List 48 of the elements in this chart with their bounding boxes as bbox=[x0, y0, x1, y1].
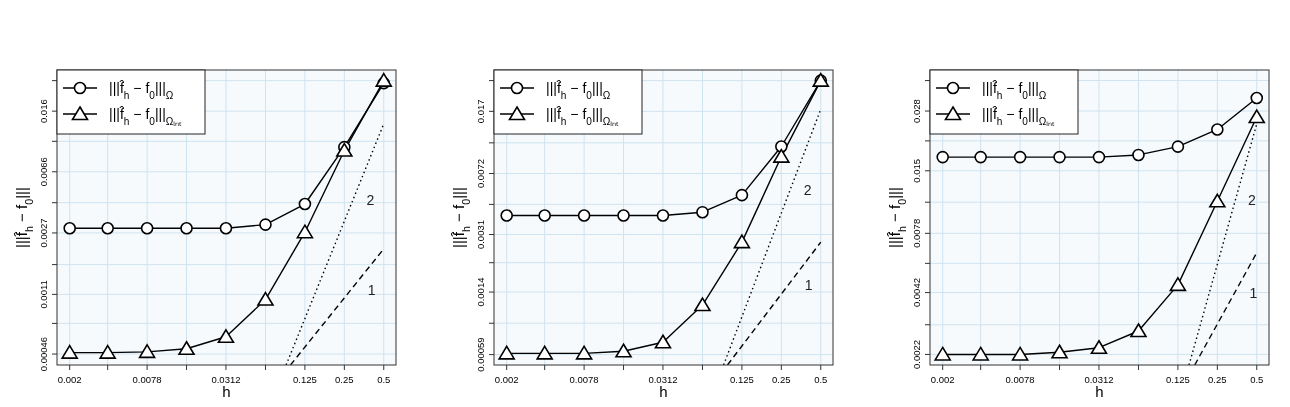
x-axis-title: h bbox=[1095, 383, 1104, 400]
x-tick-label: 0.25 bbox=[772, 374, 791, 385]
y-tick-label: 0.0027 bbox=[38, 218, 49, 248]
x-tick-label: 0.5 bbox=[377, 374, 391, 385]
y-tick-label: 0.0031 bbox=[475, 219, 486, 250]
x-tick-label: 0.5 bbox=[814, 374, 828, 385]
y-tick-label: 0.0022 bbox=[911, 339, 922, 369]
annotation: 2 bbox=[803, 181, 812, 198]
x-tick-label: 0.0312 bbox=[1084, 374, 1114, 385]
x-axis-title: h bbox=[659, 383, 668, 400]
y-tick-label: 0.0078 bbox=[911, 218, 922, 248]
x-tick-label: 0.125 bbox=[730, 374, 754, 385]
legend-label: |||f̂$_{h}$ − f$_{0}$|||$_{Ωᵢₙₜ}$ bbox=[546, 105, 619, 127]
x-tick-label: 0.25 bbox=[1208, 374, 1227, 385]
annotation: 1 bbox=[1249, 284, 1258, 301]
legend-label: |||f̂$_{h}$ − f$_{0}$|||$_{Ω}$ bbox=[982, 79, 1047, 101]
x-tick-label: 0.5 bbox=[1250, 374, 1264, 385]
x-tick-label: 0.125 bbox=[293, 374, 317, 385]
y-tick-label: 0.0072 bbox=[475, 159, 486, 189]
y-tick-label: 0.00046 bbox=[38, 336, 49, 372]
annotation: 2 bbox=[1247, 192, 1256, 209]
x-tick-label: 0.0078 bbox=[1005, 374, 1035, 385]
y-tick-label: 0.015 bbox=[911, 158, 922, 183]
y-tick-label: 0.0014 bbox=[475, 277, 486, 307]
x-tick-label: 0.002 bbox=[57, 374, 82, 385]
x-tick-label: 0.0312 bbox=[648, 374, 678, 385]
annotation: 1 bbox=[804, 277, 813, 294]
y-tick-label: 0.0066 bbox=[38, 157, 49, 187]
x-tick-label: 0.25 bbox=[335, 374, 354, 385]
x-tick-label: 0.0078 bbox=[132, 374, 162, 385]
x-tick-label: 0.0312 bbox=[211, 374, 241, 385]
y-tick-label: 0.0011 bbox=[38, 280, 49, 309]
x-tick-label: 0.125 bbox=[1166, 374, 1190, 385]
y-tick-label: 0.028 bbox=[911, 99, 922, 123]
legend-label: |||f̂$_{h}$ − f$_{0}$|||$_{Ωᵢₙₜ}$ bbox=[109, 105, 182, 127]
x-tick-label: 0.002 bbox=[494, 374, 519, 385]
x-tick-label: 0.002 bbox=[930, 374, 955, 385]
y-tick-label: 0.016 bbox=[38, 99, 49, 124]
y-tick-label: 0.0042 bbox=[911, 278, 922, 308]
annotation: 1 bbox=[367, 282, 376, 299]
y-tick-label: 0.017 bbox=[475, 99, 486, 124]
x-tick-label: 0.0078 bbox=[569, 374, 599, 385]
annotation: 2 bbox=[366, 192, 375, 209]
y-tick-label: 0.00059 bbox=[475, 337, 486, 372]
legend-label: |||f̂$_{h}$ − f$_{0}$|||$_{Ω}$ bbox=[546, 79, 611, 101]
legend-label: |||f̂$_{h}$ − f$_{0}$|||$_{Ω}$ bbox=[109, 79, 174, 101]
x-axis-title: h bbox=[222, 383, 231, 400]
legend-label: |||f̂$_{h}$ − f$_{0}$|||$_{Ωᵢₙₜ}$ bbox=[982, 105, 1055, 127]
